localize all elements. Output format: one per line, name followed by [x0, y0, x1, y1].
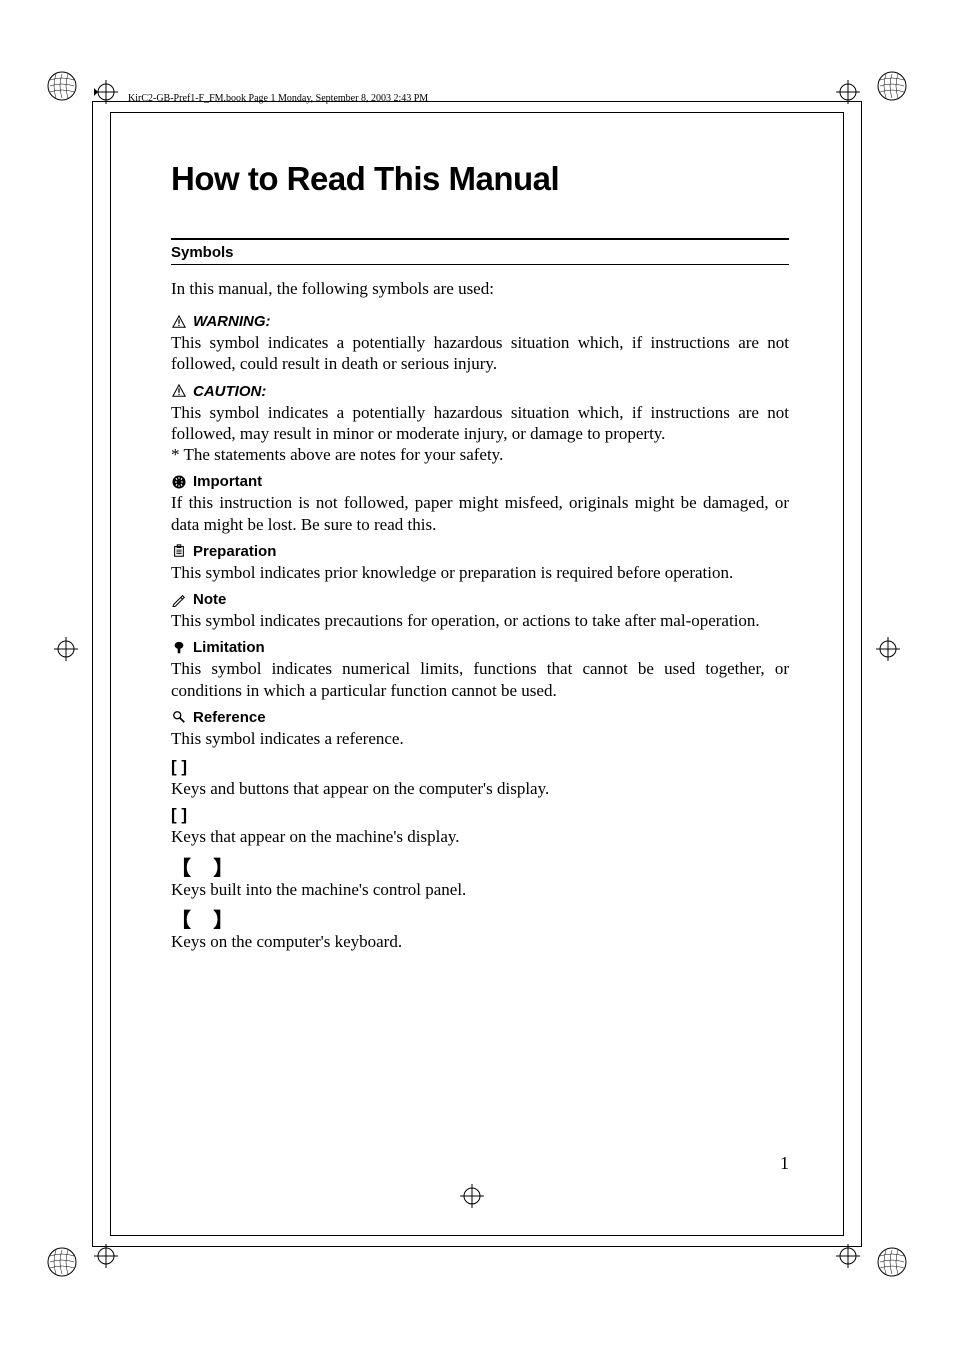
warning-icon	[171, 314, 187, 330]
registration-mark-mb	[458, 1182, 486, 1210]
bracket-square-1: [ ]	[171, 757, 789, 777]
reference-label: Reference	[193, 709, 266, 726]
reference-icon	[171, 709, 187, 725]
note-icon	[171, 592, 187, 608]
frame-line	[92, 1246, 862, 1247]
bracket-4-desc: Keys on the computer's keyboard.	[171, 931, 789, 952]
important-desc: If this instruction is not followed, pap…	[171, 492, 789, 535]
limitation-block: Limitation This symbol indicates numeric…	[171, 639, 789, 701]
bracket-1-desc: Keys and buttons that appear on the comp…	[171, 778, 789, 799]
bracket-2-desc: Keys that appear on the machine's displa…	[171, 826, 789, 847]
warning-label: WARNING:	[193, 313, 271, 330]
page-title: How to Read This Manual	[171, 160, 789, 198]
preparation-icon	[171, 543, 187, 559]
frame-line	[92, 101, 93, 1247]
caution-label: CAUTION:	[193, 383, 266, 400]
limitation-desc: This symbol indicates numerical limits, …	[171, 658, 789, 701]
preparation-label: Preparation	[193, 543, 276, 560]
warning-desc: This symbol indicates a potentially haza…	[171, 332, 789, 375]
corner-decoration-bl	[46, 1246, 78, 1278]
bracket-curly-1: 【 】	[171, 852, 789, 881]
registration-mark-mr	[874, 635, 902, 663]
bracket-square-2: [ ]	[171, 805, 789, 825]
caution-block: CAUTION: This symbol indicates a potenti…	[171, 383, 789, 466]
corner-decoration-tl	[46, 70, 78, 102]
limitation-label: Limitation	[193, 639, 265, 656]
reference-block: Reference This symbol indicates a refere…	[171, 709, 789, 749]
corner-decoration-tr	[876, 70, 908, 102]
section-heading: Symbols	[171, 238, 789, 265]
note-block: Note This symbol indicates precautions f…	[171, 591, 789, 631]
preparation-block: Preparation This symbol indicates prior …	[171, 543, 789, 583]
warning-block: WARNING: This symbol indicates a potenti…	[171, 313, 789, 375]
preparation-desc: This symbol indicates prior knowledge or…	[171, 562, 789, 583]
caution-note: * The statements above are notes for you…	[171, 444, 789, 465]
intro-text: In this manual, the following symbols ar…	[171, 279, 789, 299]
registration-mark-ml	[52, 635, 80, 663]
frame-line	[110, 112, 844, 113]
important-icon	[171, 474, 187, 490]
reference-desc: This symbol indicates a reference.	[171, 728, 789, 749]
note-desc: This symbol indicates precautions for op…	[171, 610, 789, 631]
header-text: KirC2-GB-Pref1-F_FM.book Page 1 Monday, …	[128, 93, 428, 104]
caution-desc: This symbol indicates a potentially haza…	[171, 402, 789, 445]
corner-decoration-br	[876, 1246, 908, 1278]
caution-icon	[171, 383, 187, 399]
frame-line	[861, 101, 862, 1247]
limitation-icon	[171, 640, 187, 656]
document-content: How to Read This Manual Symbols In this …	[171, 160, 789, 952]
note-label: Note	[193, 591, 226, 608]
bracket-curly-2: 【 】	[171, 904, 789, 933]
frame-line	[843, 112, 844, 1236]
bracket-3-desc: Keys built into the machine's control pa…	[171, 879, 789, 900]
important-block: Important If this instruction is not fol…	[171, 473, 789, 535]
frame-line	[110, 1235, 844, 1236]
page-number: 1	[780, 1153, 789, 1174]
important-label: Important	[193, 473, 262, 490]
frame-line	[110, 112, 111, 1236]
